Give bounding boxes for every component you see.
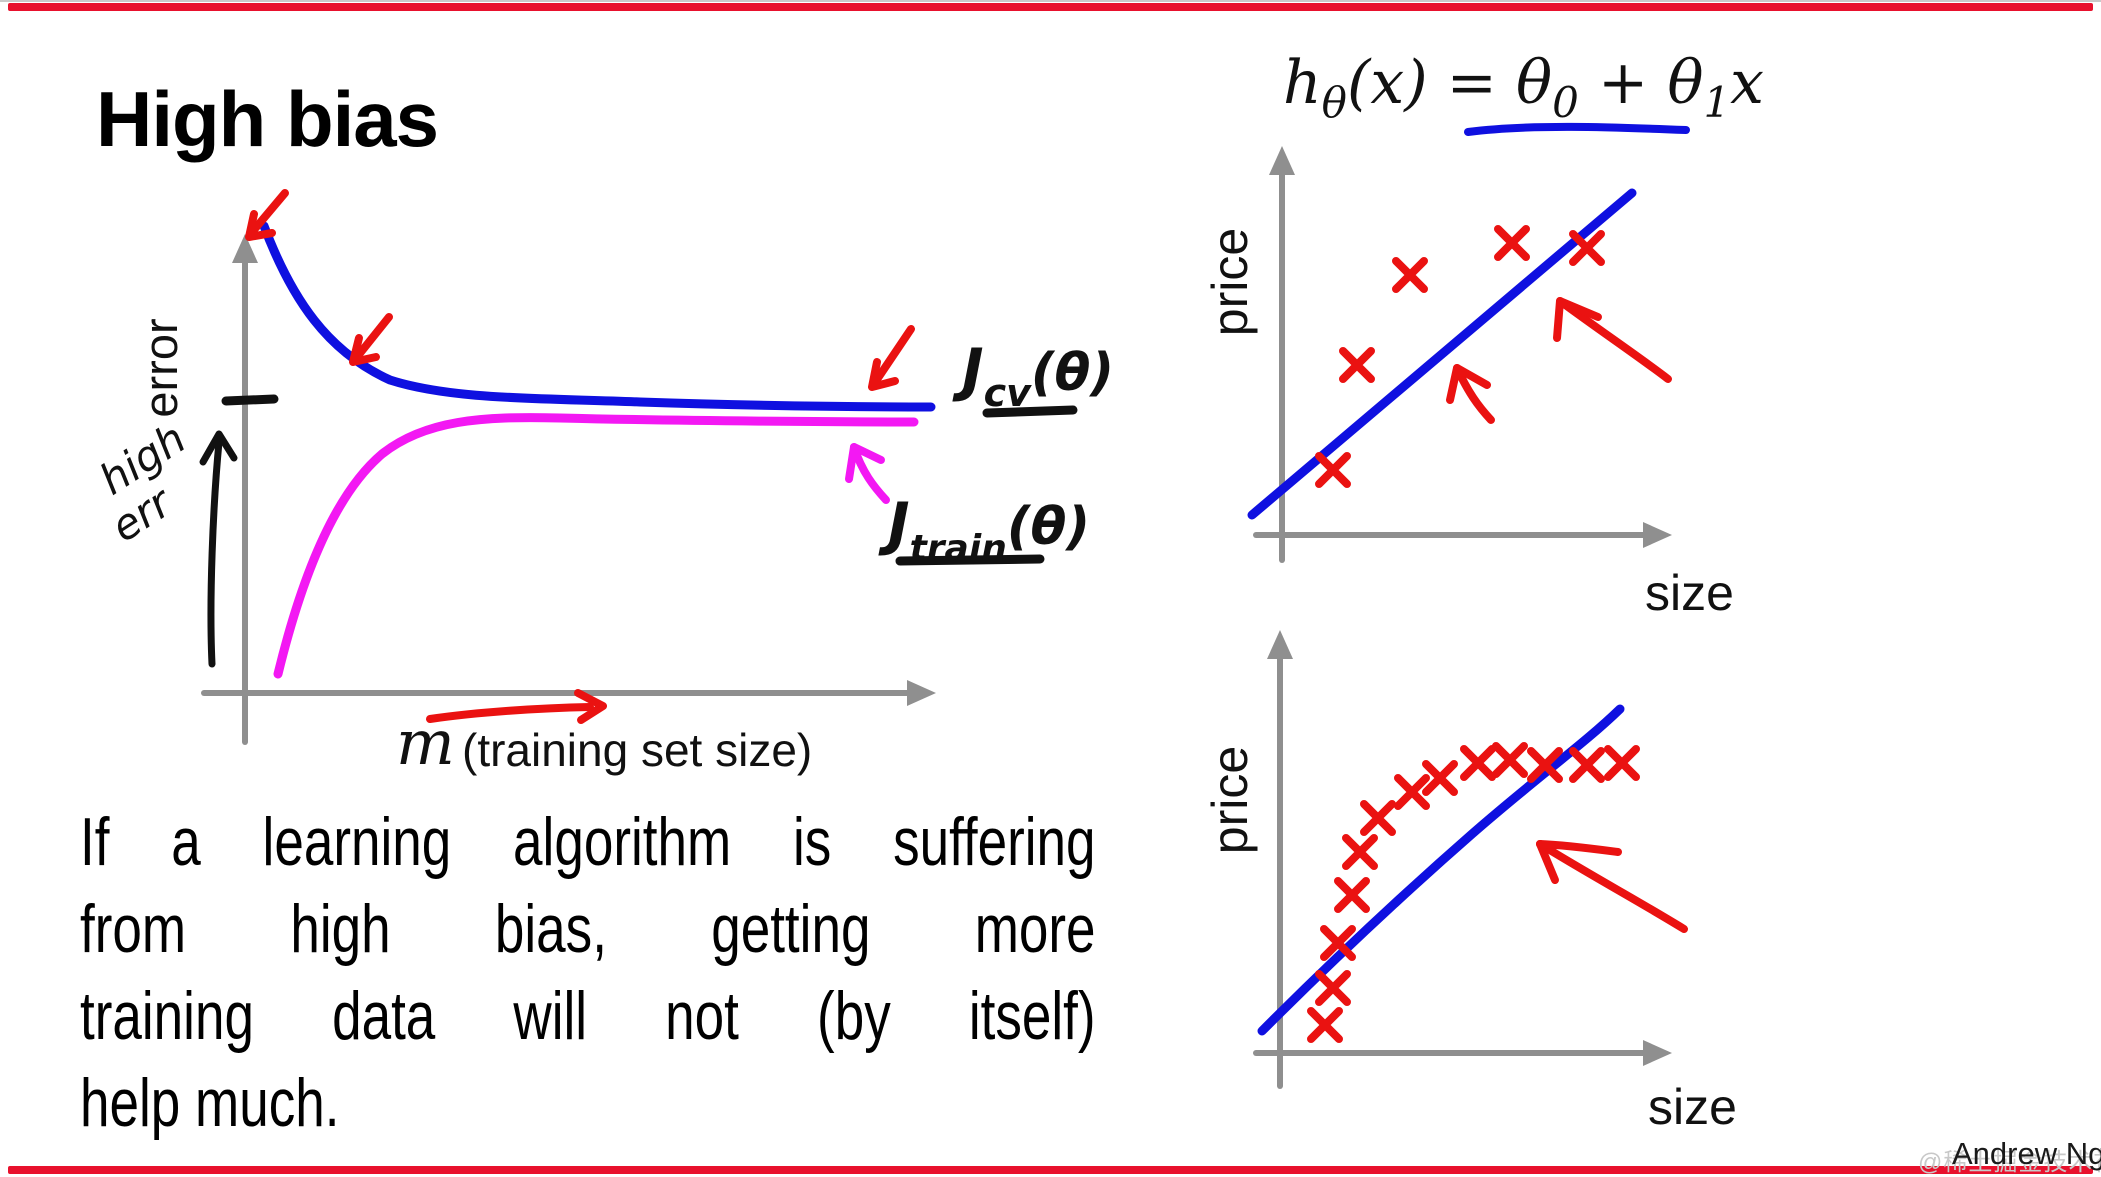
size-axis-label-bottom: size	[1648, 1079, 1737, 1135]
red-arrow-jcv-1	[245, 189, 289, 241]
hypothesis-formula: hθ(x) = θ0 + θ1x	[1283, 48, 1764, 127]
fit-line	[1247, 188, 1637, 520]
size-axis-label-top: size	[1645, 565, 1734, 621]
x-mark	[1608, 749, 1636, 777]
fit-line	[1257, 704, 1625, 1036]
price-axis-label-bottom: price	[1202, 746, 1258, 854]
author-credit: Andrew Ng	[1952, 1136, 2101, 1171]
m-axis-label: m	[396, 706, 455, 779]
x-mark	[1311, 1011, 1339, 1039]
jcv-underline	[982, 405, 1078, 418]
jtrain-label: Jtrain(θ)	[878, 490, 1090, 569]
x-mark	[1364, 804, 1392, 832]
x-mark	[1426, 764, 1454, 792]
paragraph-line: help much.	[80, 1065, 340, 1141]
x-mark	[1573, 751, 1601, 779]
learning-curve-plot	[199, 189, 1078, 745]
x-mark	[1338, 881, 1366, 909]
x-mark	[1498, 229, 1526, 257]
jtrain-curve	[273, 413, 919, 679]
training-set-size-label: (training set size)	[462, 724, 812, 776]
slide-top-border	[8, 3, 2093, 11]
red-arrow-x-axis	[426, 689, 607, 724]
red-arrow-small	[1446, 364, 1495, 424]
y-axis-arrowhead	[232, 234, 258, 263]
x-mark	[1319, 456, 1347, 484]
red-arrow-jcv-3	[868, 325, 915, 391]
top-hairline	[0, 0, 2101, 2]
x-axis-arrowhead	[1643, 522, 1672, 548]
page-title: High bias	[96, 75, 439, 163]
x-axis-arrowhead	[907, 680, 936, 706]
data-points	[1319, 229, 1601, 484]
data-points	[1311, 746, 1636, 1039]
x-mark	[1346, 838, 1374, 866]
x-mark	[1496, 746, 1524, 774]
x-mark	[1396, 261, 1424, 289]
y-axis-arrowhead	[1267, 630, 1293, 659]
x-mark	[1398, 778, 1426, 806]
high-err-annotation: high err	[91, 413, 194, 551]
price-axis-label-top: price	[1202, 228, 1258, 336]
formula-blue-underline	[1464, 122, 1690, 136]
error-axis-label: error	[134, 318, 187, 417]
body-paragraph: If a learning algorithm is suffering fro…	[80, 799, 1096, 1147]
top-scatter-plot	[1247, 146, 1672, 563]
slide-bottom-border	[8, 1166, 2093, 1174]
red-arrow-jcv-2	[349, 313, 393, 366]
x-mark	[1319, 974, 1347, 1002]
error-level-tick	[221, 394, 279, 406]
jcv-curve	[259, 221, 936, 412]
red-arrow-large	[1553, 297, 1672, 383]
site-watermark: @稀土掘金技术社区	[1918, 1149, 2101, 1176]
x-axis-arrowhead	[1643, 1040, 1672, 1066]
x-mark	[1573, 234, 1601, 262]
paragraph-line: from high bias, getting more	[80, 891, 1096, 967]
jcv-label: Jcv(θ)	[952, 336, 1114, 415]
x-mark	[1464, 749, 1492, 777]
red-arrow-fit-line	[1536, 840, 1688, 933]
x-mark	[1343, 351, 1371, 379]
y-axis-arrowhead	[1269, 146, 1295, 175]
magenta-arrow-jtrain	[845, 443, 890, 504]
jtrain-underline	[895, 554, 1045, 566]
paragraph-line: If a learning algorithm is suffering	[80, 804, 1096, 880]
paragraph-line: training data will not (by itself)	[80, 978, 1096, 1054]
bottom-scatter-plot	[1253, 630, 1688, 1089]
high-error-brace-arrow	[199, 430, 238, 668]
